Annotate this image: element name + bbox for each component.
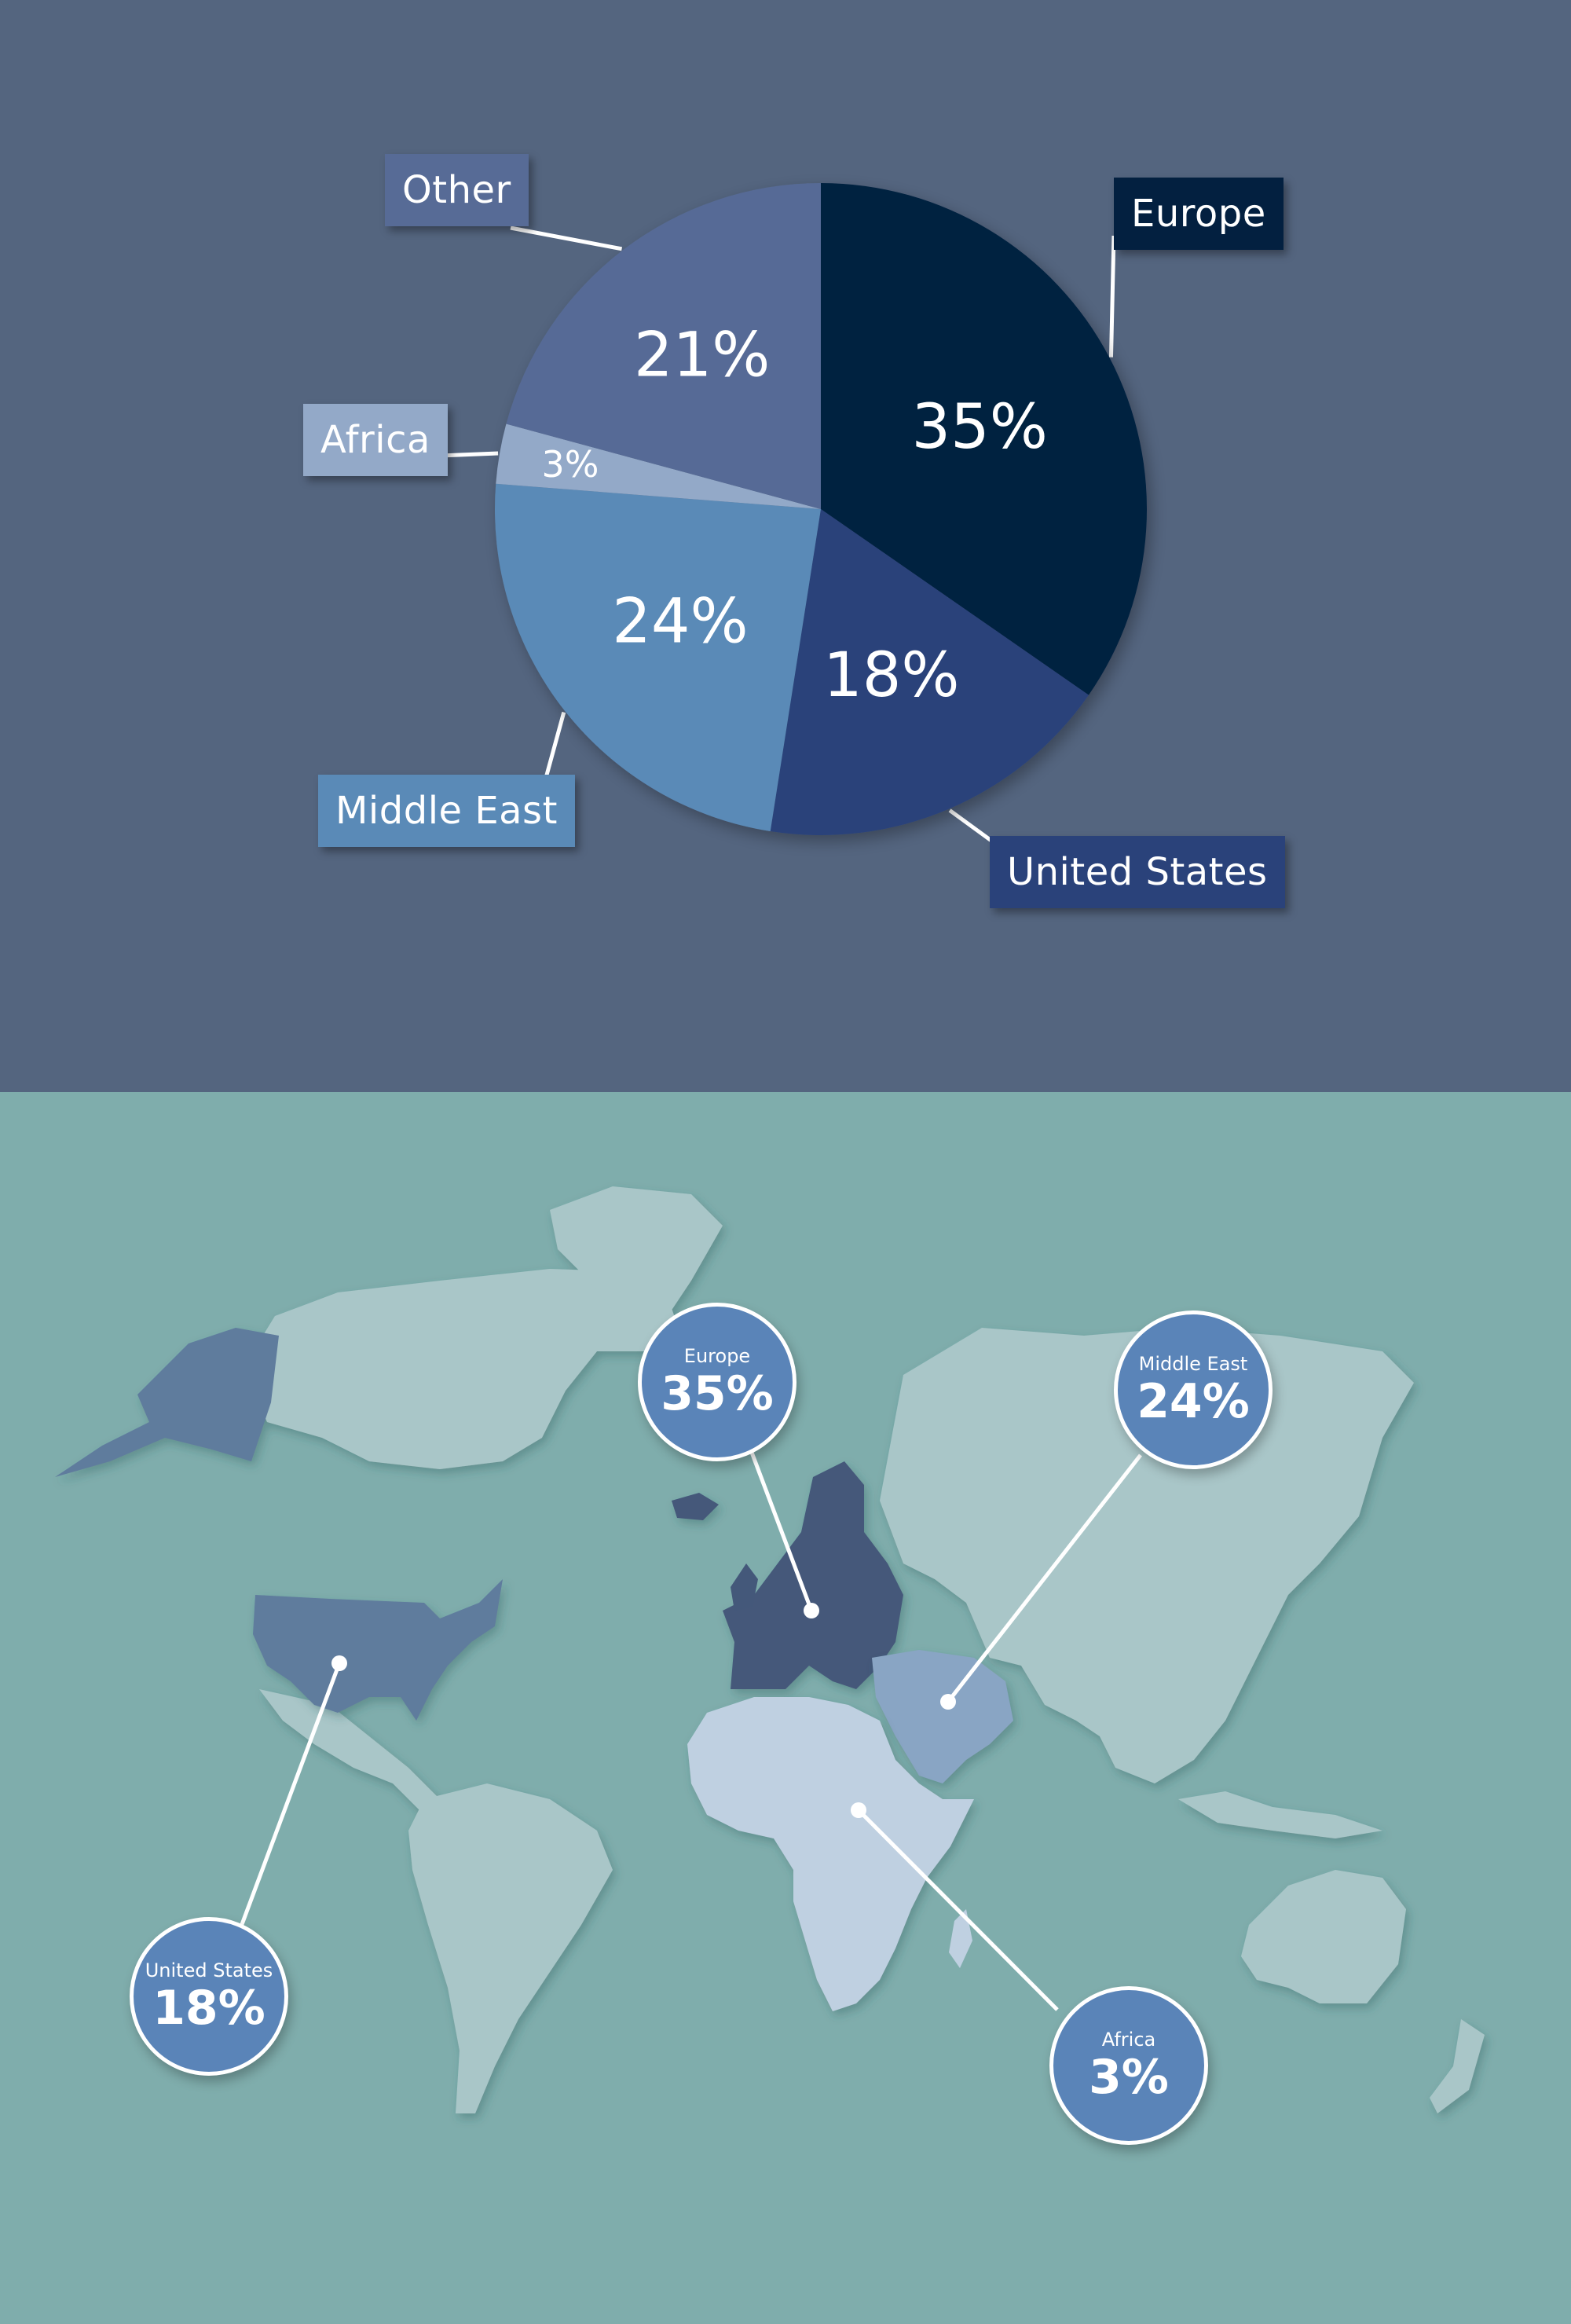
- bubble-middle-east-name: Middle East: [1138, 1353, 1248, 1375]
- bubble-africa-name: Africa: [1101, 2029, 1156, 2051]
- bubble-europe-value: 35%: [661, 1366, 774, 1421]
- land-asia: [880, 1328, 1414, 1783]
- pie-leader-lines: [439, 225, 1116, 843]
- pie-leader-united-states: [948, 808, 993, 843]
- map-bubble-africa: Africa 3%: [1049, 1986, 1208, 2145]
- pie-value-africa: 3%: [542, 443, 599, 486]
- pie-slice-europe: [821, 183, 1147, 695]
- map-bubble-europe: Europe 35%: [638, 1303, 796, 1461]
- pie-leader-other: [510, 225, 623, 251]
- map-panel: Europe 35% Middle East 24% United States…: [0, 1092, 1571, 2324]
- pie-label-middle-east: Middle East: [318, 775, 575, 847]
- bubble-united-states-name: United States: [145, 1959, 273, 1981]
- map-bubble-united-states: United States 18%: [130, 1917, 288, 2076]
- pie-value-middle-east: 24%: [612, 587, 748, 658]
- land-alaska: [55, 1328, 279, 1477]
- land-south-america: [408, 1783, 613, 2113]
- bubble-africa-value: 3%: [1089, 2050, 1169, 2105]
- pie-label-other: Other: [385, 154, 529, 226]
- land-greenland: [550, 1186, 723, 1328]
- pie-slice-united-states: [770, 509, 1089, 835]
- bubble-europe-name: Europe: [683, 1345, 751, 1367]
- land-madagascar: [949, 1909, 972, 1968]
- land-australia: [1241, 1870, 1406, 2003]
- land-canada: [244, 1269, 676, 1469]
- world-map: [55, 1186, 1485, 2113]
- pie-value-other: 21%: [634, 320, 770, 390]
- land-new-zealand: [1430, 2019, 1485, 2113]
- bubble-middle-east-value: 24%: [1137, 1374, 1250, 1429]
- pie-label-europe: Europe: [1114, 178, 1284, 250]
- pie-chart: 35% 18% 24% 3% 21%: [439, 183, 1147, 843]
- pie-slice-africa: [496, 423, 821, 509]
- pie-label-united-states: United States: [990, 836, 1285, 908]
- pie-leader-africa: [439, 451, 499, 458]
- pie-slice-other: [506, 183, 821, 509]
- pie-value-europe: 35%: [912, 392, 1048, 463]
- pie-value-united-states: 18%: [823, 640, 959, 711]
- map-region-europe: [723, 1461, 903, 1689]
- map-bubble-middle-east: Middle East 24%: [1114, 1310, 1273, 1469]
- land-indonesia: [1178, 1791, 1382, 1838]
- land-uk: [731, 1563, 758, 1611]
- pie-leader-europe: [1108, 235, 1116, 357]
- map-dots: [331, 1603, 956, 1818]
- land-iceland: [672, 1493, 719, 1520]
- map-region-africa: [687, 1697, 974, 2011]
- pie-slice-middle-east: [494, 483, 821, 831]
- map-region-middle-east: [872, 1650, 1013, 1783]
- bubble-united-states-value: 18%: [152, 1981, 265, 2036]
- pie-leader-middle-east: [544, 711, 566, 779]
- pie-label-africa: Africa: [303, 404, 448, 476]
- pie-panel: 35% 18% 24% 3% 21% Europe United States Midd…: [0, 0, 1571, 1092]
- map-leader-lines: [239, 1443, 1142, 2011]
- map-region-united-states: [253, 1579, 503, 1721]
- land-mexico: [259, 1689, 440, 1815]
